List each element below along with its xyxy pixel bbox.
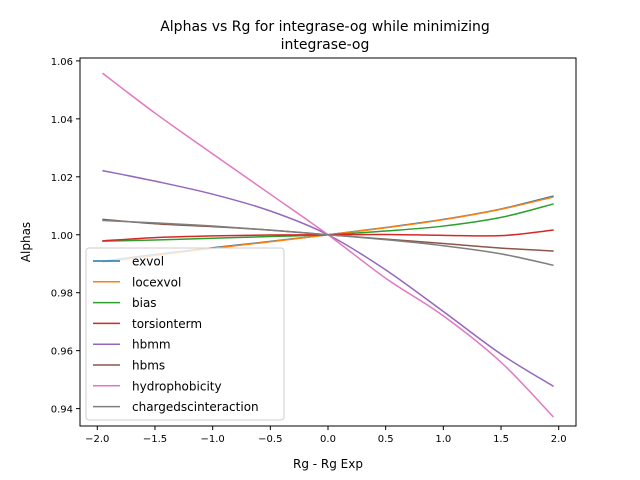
legend-label-torsionterm: torsionterm: [132, 317, 202, 331]
y-tick-label: 1.04: [51, 115, 73, 126]
y-tick-label: 1.06: [51, 57, 73, 68]
x-tick-label: −2.0: [85, 434, 109, 445]
legend-label-exvol: exvol: [132, 255, 164, 269]
x-tick-label: 0.5: [378, 434, 394, 445]
legend-label-chargedscinteraction: chargedscinteraction: [132, 400, 259, 414]
y-tick-label: 0.96: [51, 347, 73, 358]
y-axis-label: Alphas: [19, 222, 33, 262]
axes-frame: [79, 57, 577, 427]
legend-label-hydrophobicity: hydrophobicity: [132, 379, 222, 393]
x-tick-label: −1.0: [201, 434, 225, 445]
x-axis-ticks: −2.0 −1.5 −1.0 −0.5 0.0 0.5 1.0 1.5 2.0: [85, 426, 567, 445]
y-tick-label: 1.02: [51, 173, 73, 184]
y-tick-label: 0.98: [51, 289, 73, 300]
legend-label-hbmm: hbmm: [132, 338, 171, 352]
y-tick-label: 0.94: [51, 405, 73, 416]
legend: exvol locexvol bias torsionterm hbmm hbms hydr…: [85, 247, 285, 421]
series-line-chargedscinteraction: [102, 219, 554, 267]
x-tick-label: 0.0: [320, 434, 336, 445]
chart-title-line-2: integrase-og: [281, 37, 370, 53]
x-tick-label: −1.5: [143, 434, 167, 445]
y-axis-ticks: 0.94 0.96 0.98 1.00 1.02 1.04 1.06: [51, 57, 80, 416]
legend-label-hbms: hbms: [132, 359, 165, 373]
chart-title-line-1: Alphas vs Rg for integrase-og while mini…: [160, 19, 490, 35]
x-tick-label: −0.5: [258, 434, 282, 445]
legend-box: [85, 247, 285, 421]
legend-label-locexvol: locexvol: [132, 275, 181, 289]
legend-label-bias: bias: [132, 296, 157, 310]
x-tick-label: 1.0: [435, 434, 451, 445]
x-tick-label: 1.5: [493, 434, 509, 445]
y-tick-label: 1.00: [51, 231, 73, 242]
x-axis-label: Rg - Rg Exp: [293, 457, 363, 471]
x-tick-label: 2.0: [551, 434, 567, 445]
